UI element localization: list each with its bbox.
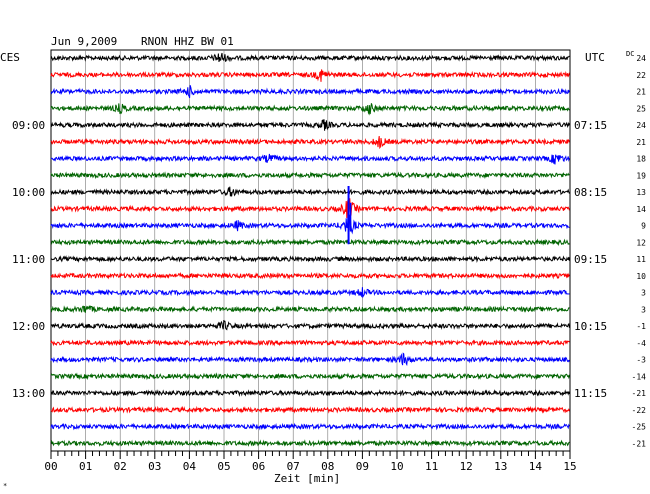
trace-row [50, 153, 570, 165]
x-tick-label: 00 [44, 460, 57, 473]
utc-time-label: 11:15 [574, 387, 607, 400]
dc-offset-value: 22 [636, 71, 646, 80]
trace-row [50, 103, 570, 116]
dc-offset-value: 19 [636, 171, 646, 180]
chart-date: Jun 9,2009 [51, 35, 117, 48]
dc-offset-value: 3 [641, 289, 646, 298]
trace-row [50, 85, 570, 99]
x-tick-label: 11 [425, 460, 438, 473]
trace-row [50, 352, 570, 367]
trace-row [50, 238, 570, 247]
dc-offset-value: 24 [636, 54, 646, 63]
x-tick-label: 10 [390, 460, 403, 473]
x-tick-label: 14 [529, 460, 543, 473]
dc-offset-value: -21 [632, 439, 647, 448]
x-tick-label: 13 [494, 460, 507, 473]
x-tick-label: 05 [217, 460, 230, 473]
local-time-label: 10:00 [12, 186, 45, 199]
dc-offset-value: -22 [632, 406, 647, 415]
trace-row [50, 135, 570, 150]
dc-offset-value: -21 [632, 389, 647, 398]
trace-row [50, 439, 570, 448]
dc-offset-value: -25 [632, 423, 647, 432]
local-time-label: 12:00 [12, 320, 45, 333]
x-tick-label: 08 [321, 460, 334, 473]
dc-offset-value: -1 [636, 322, 646, 331]
dc-offset-value: -3 [636, 356, 646, 365]
dc-offset-value: 11 [636, 255, 646, 264]
local-time-label: 09:00 [12, 119, 45, 132]
trace-row [50, 171, 570, 180]
utc-time-label: 07:15 [574, 119, 607, 132]
trace-row [50, 186, 570, 197]
bottom-marker: * [3, 482, 7, 490]
dc-header-label: DC [626, 50, 634, 58]
x-tick-label: 09 [356, 460, 369, 473]
trace-row [50, 339, 570, 347]
utc-time-label: 10:15 [574, 320, 607, 333]
x-axis: 00 01 02 03 04 05 06 07 08 09 10 11 12 13 14 15 [44, 450, 577, 473]
dc-offset-value: 18 [636, 155, 646, 164]
dc-offset-value: 21 [636, 88, 646, 97]
x-tick-label: 12 [460, 460, 473, 473]
trace-row [50, 255, 570, 263]
utc-time-label: 09:15 [574, 253, 607, 266]
trace-row [50, 198, 570, 219]
trace-row [50, 52, 570, 63]
trace-row [50, 405, 570, 414]
utc-time-labels: 07:15 08:15 09:15 10:15 11:15 [574, 119, 607, 400]
dc-offset-value: 13 [636, 188, 646, 197]
dc-offset-value: 9 [641, 222, 646, 231]
trace-row [50, 212, 570, 235]
dc-offset-value: 10 [636, 272, 646, 281]
chart-station: RNON HHZ BW 01 [141, 35, 234, 48]
trace-row [50, 69, 570, 82]
dc-offset-value: 25 [636, 104, 646, 113]
trace-row [50, 372, 570, 381]
trace-row [50, 271, 570, 280]
dc-offset-value: 12 [636, 238, 646, 247]
dc-offset-value: -4 [636, 339, 646, 348]
x-tick-label: 15 [563, 460, 576, 473]
local-time-label: 11:00 [12, 253, 45, 266]
trace-row [50, 422, 570, 431]
local-time-labels: 09:00 10:00 11:00 12:00 13:00 [12, 119, 45, 400]
trace-row [50, 305, 570, 314]
trace-row [50, 287, 570, 299]
dc-offset-value: 14 [636, 205, 646, 214]
trace-row [50, 119, 570, 131]
dc-offset-value: 21 [636, 138, 646, 147]
left-timezone-label: CES [0, 51, 20, 64]
x-tick-label: 01 [79, 460, 92, 473]
local-time-label: 13:00 [12, 387, 45, 400]
trace-row [50, 389, 570, 398]
dc-offset-column: 24 22 21 25 24 21 18 19 13 14 9 12 11 10 3 3 -1 -4 -3 -14 -2… [632, 54, 647, 448]
utc-time-label: 08:15 [574, 186, 607, 199]
dc-offset-value: -14 [632, 372, 647, 381]
x-tick-label: 04 [183, 460, 197, 473]
seismic-traces [50, 52, 570, 448]
x-tick-label: 03 [148, 460, 161, 473]
x-tick-label: 06 [252, 460, 265, 473]
x-axis-label: Zeit [min] [274, 472, 340, 485]
dc-offset-value: 24 [636, 121, 646, 130]
x-tick-label: 02 [114, 460, 127, 473]
dc-offset-value: 3 [641, 305, 646, 314]
x-tick-label: 07 [287, 460, 300, 473]
right-timezone-label: UTC [585, 51, 605, 64]
trace-row [50, 319, 570, 331]
